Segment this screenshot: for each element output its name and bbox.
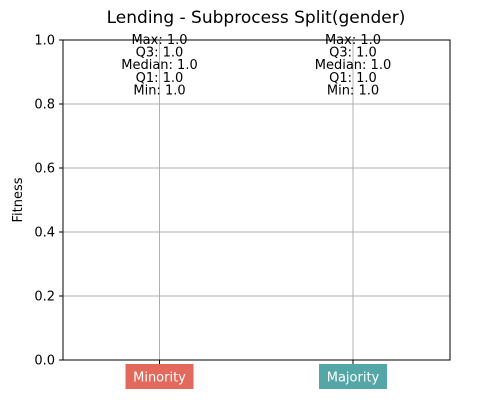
box-stat-label: Min: 1.0 <box>327 83 379 98</box>
y-tick-label: 0.4 <box>34 226 55 241</box>
y-tick-label: 0.2 <box>34 290 55 305</box>
grid-lines <box>63 39 450 361</box>
box-stat-label: Min: 1.0 <box>133 83 185 98</box>
chart-title: Lending - Subprocess Split(gender) <box>107 8 406 28</box>
box-stat-label: Max: 1.0 <box>131 33 187 48</box>
y-tick-label: 1.0 <box>34 34 55 49</box>
category-label-text: Minority <box>133 371 186 386</box>
category-label-text: Majority <box>327 371 380 386</box>
box-stat-label: Q1: 1.0 <box>329 71 377 86</box>
box-stat-label: Q1: 1.0 <box>136 71 184 86</box>
plot-area-frame <box>62 39 451 361</box>
box-stat-label: Max: 1.0 <box>325 33 381 48</box>
y-tick-label: 0.0 <box>34 354 55 369</box>
category-labels: Minority Majority <box>125 364 387 389</box>
box-stat-label: Q3: 1.0 <box>136 46 184 61</box>
box-stat-label: Median: 1.0 <box>121 58 197 73</box>
box-stat-label: Q3: 1.0 <box>329 46 377 61</box>
category-label-majority: Majority <box>319 364 387 389</box>
y-tick-label: 0.6 <box>34 162 55 177</box>
y-tick-label: 0.8 <box>34 98 55 113</box>
category-label-minority: Minority <box>125 364 194 389</box>
y-axis-ticks: 0.0 0.2 0.4 0.6 0.8 1.0 <box>34 34 354 369</box>
box-stat-label: Median: 1.0 <box>315 58 391 73</box>
category-label-box <box>125 364 194 389</box>
y-axis-label: Fitness <box>11 177 26 222</box>
category-label-box <box>319 364 387 389</box>
